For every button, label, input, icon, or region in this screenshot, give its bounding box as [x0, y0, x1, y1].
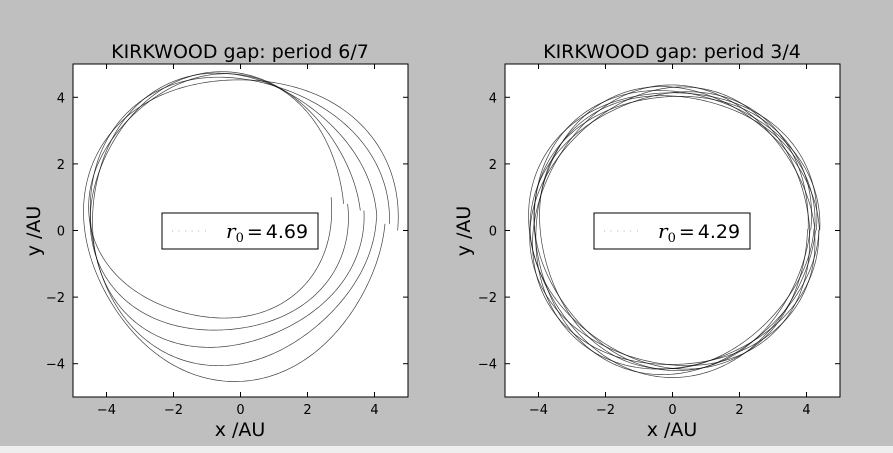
x-tick-label: −4	[97, 403, 116, 418]
legend: r0 = 4.29	[593, 212, 751, 250]
y-axis-label: y /AU	[23, 206, 45, 257]
legend-var: r	[658, 219, 669, 243]
x-tick-label: 4	[802, 403, 810, 418]
orbit-path	[539, 95, 816, 370]
y-tick-label: 2	[489, 158, 497, 173]
y-tick-label: −4	[478, 358, 497, 373]
y-tick-label: 0	[57, 225, 65, 240]
legend-sub: 0	[668, 231, 676, 246]
orbit-path	[89, 76, 390, 367]
orbit-path	[92, 72, 378, 348]
legend: r0 = 4.69	[161, 212, 319, 250]
legend-equals: =	[679, 221, 695, 243]
x-tick-label: −4	[529, 403, 548, 418]
orbit-series	[83, 71, 399, 382]
x-tick-label: −2	[596, 403, 615, 418]
legend-box	[161, 212, 319, 250]
legend-value: 4.69	[266, 221, 308, 243]
orbit-path	[535, 86, 820, 370]
x-axis-label: x /AU	[215, 419, 266, 441]
orbit-path	[529, 91, 809, 370]
axis-ticks: −4 −2 0 2 4 −4 −2 0 2 4	[478, 64, 840, 418]
chart-title: KIRKWOOD gap: period 6/7	[111, 41, 369, 63]
y-tick-label: −2	[478, 291, 497, 306]
x-tick-label: 0	[236, 403, 244, 418]
legend-label: r0 = 4.29	[658, 219, 740, 246]
y-tick-label: 2	[57, 158, 65, 173]
x-tick-label: −2	[164, 403, 183, 418]
y-tick-label: −2	[46, 291, 65, 306]
orbit-path	[533, 95, 812, 372]
legend-sub: 0	[236, 231, 244, 246]
x-axis-label: x /AU	[647, 419, 698, 441]
legend-equals: =	[247, 221, 263, 243]
chart-title: KIRKWOOD gap: period 3/4	[543, 41, 801, 63]
y-tick-label: −4	[46, 358, 65, 373]
window-bottom-strip	[0, 446, 893, 453]
x-tick-label: 2	[735, 403, 743, 418]
orbit-path	[88, 73, 344, 319]
legend-label: r0 = 4.69	[226, 219, 308, 246]
y-tick-label: 4	[57, 91, 65, 106]
chart-panel-period-6-7: KIRKWOOD gap: period 6/7 −4 −2 0 2 4−4−2024 …	[23, 41, 409, 441]
chart-panel-period-3-4: KIRKWOOD gap: period 3/4 −4 −2 0 2 4−4−2024 …	[453, 41, 841, 441]
orbit-path	[89, 71, 361, 331]
y-tick-label: 4	[489, 91, 497, 106]
y-axis-label: y /AU	[453, 206, 475, 257]
legend-value: 4.29	[698, 221, 740, 243]
x-tick-label: 4	[370, 403, 378, 418]
orbit-series	[528, 84, 821, 378]
x-tick-label: 2	[303, 403, 311, 418]
y-tick-label: 0	[489, 225, 497, 240]
axis-ticks: −4 −2 0 2 4 −4 −2 0 2 4	[46, 64, 408, 418]
legend-box	[593, 212, 751, 250]
orbit-path	[83, 79, 399, 382]
legend-var: r	[226, 219, 237, 243]
x-tick-label: 0	[668, 403, 676, 418]
